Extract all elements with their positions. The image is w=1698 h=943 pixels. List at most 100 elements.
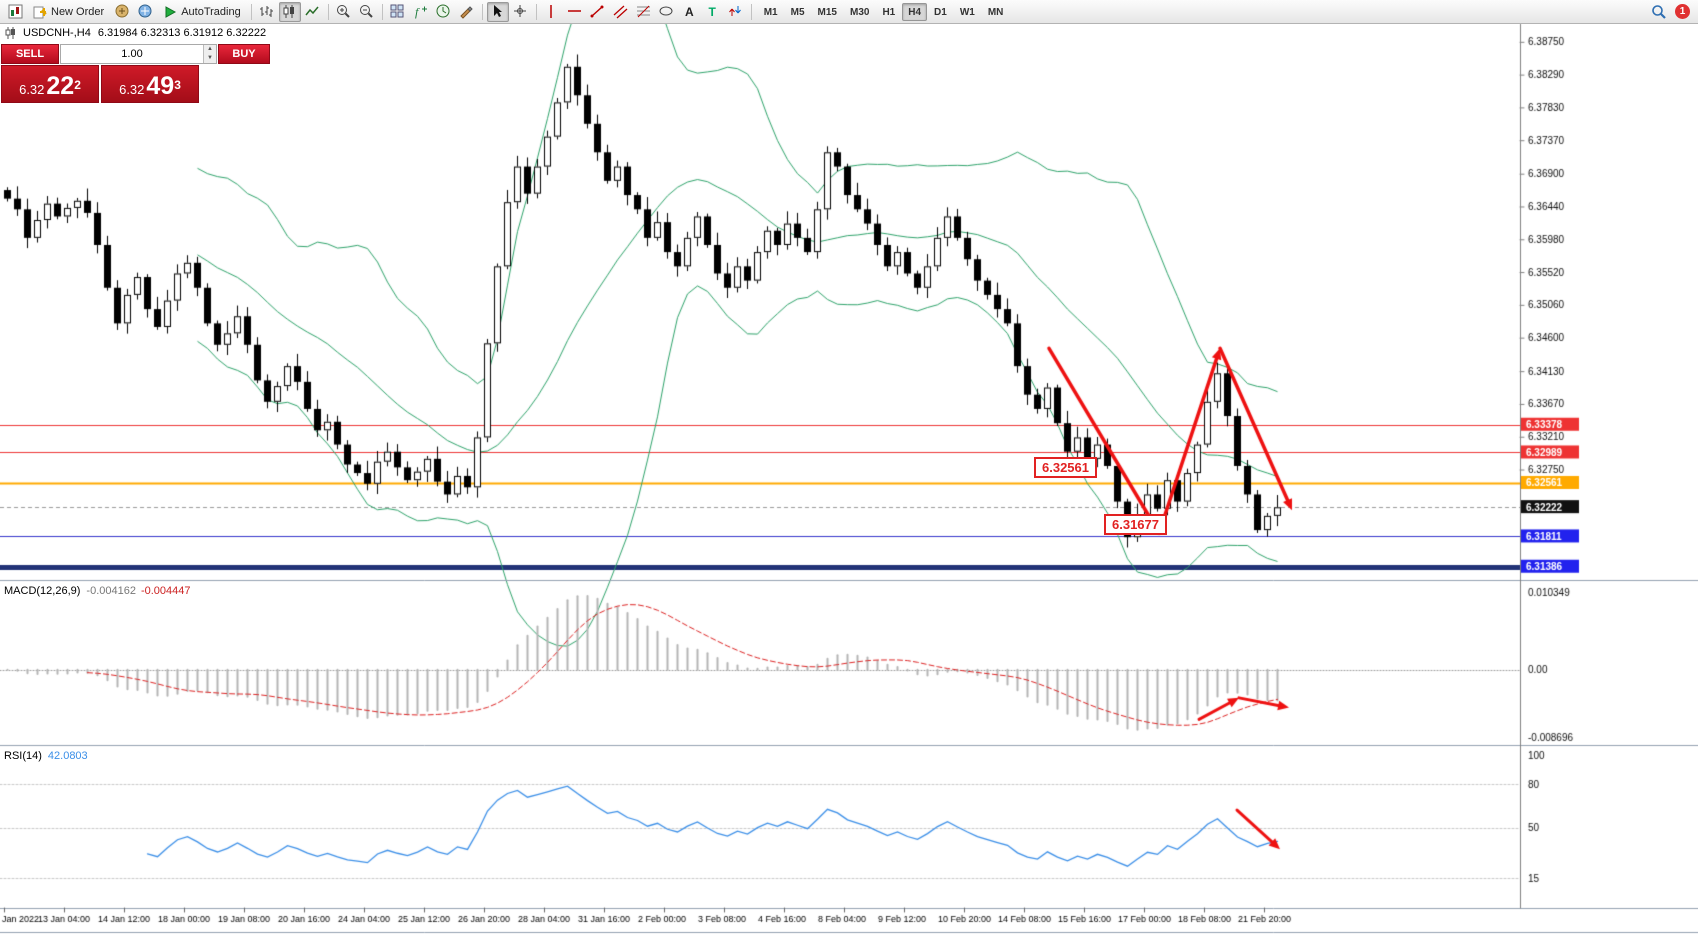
data-window-button[interactable] — [134, 2, 156, 22]
one-click-trading-widget: SELL ▲ ▼ BUY 6.32 22 2 6.32 49 3 — [1, 44, 270, 103]
indicators-icon: f — [415, 5, 428, 19]
timeframe-m30-button[interactable]: M30 — [849, 6, 870, 18]
volume-down-button[interactable]: ▼ — [204, 54, 216, 63]
trendline-button[interactable] — [587, 2, 609, 22]
chart-title: USDCNH-,H4 6.31984 6.32313 6.31912 6.322… — [5, 27, 266, 39]
horizontal-line-button[interactable] — [564, 2, 586, 22]
search-icon — [1652, 4, 1666, 19]
timeframe-h4-button[interactable]: H4 — [902, 2, 928, 21]
candlestick-chart-button[interactable] — [278, 1, 301, 22]
fibonacci-button[interactable] — [633, 2, 655, 22]
market-watch-icon — [115, 4, 129, 18]
svg-text:f: f — [415, 5, 420, 19]
timeframe-h1-button[interactable]: H1 — [882, 6, 896, 18]
fibonacci-icon — [637, 5, 651, 18]
shapes-ellipse-icon — [659, 6, 673, 16]
arrow-objects-button[interactable] — [725, 2, 747, 22]
rsi-name: RSI(14) — [4, 750, 42, 762]
chart-window-icon — [8, 4, 22, 19]
arrow-objects-icon — [729, 6, 742, 16]
price-annotation-flag[interactable]: 6.31677 — [1104, 514, 1167, 536]
templates-button[interactable] — [456, 2, 478, 22]
label-button[interactable]: T — [702, 2, 724, 22]
bar-chart-icon — [260, 6, 274, 17]
market-watch-button[interactable] — [111, 2, 133, 22]
data-window-icon — [138, 4, 152, 18]
line-chart-button[interactable] — [302, 2, 324, 22]
periods-clock-icon — [436, 4, 450, 18]
ask-pips: 49 — [146, 72, 175, 100]
new-order-button[interactable]: New Order — [27, 2, 110, 22]
autotrading-play-icon — [165, 5, 177, 18]
zoom-out-icon — [360, 5, 373, 18]
volume-input[interactable] — [61, 45, 203, 63]
timeframe-m1-button[interactable]: M1 — [763, 6, 778, 18]
symbol-icon — [5, 27, 15, 39]
notification-badge[interactable]: 1 — [1675, 4, 1690, 19]
price-annotation-flag[interactable]: 6.32561 — [1034, 457, 1097, 479]
candlestick-chart-icon — [283, 5, 295, 18]
sell-button[interactable]: SELL — [1, 44, 59, 64]
svg-text:T: T — [709, 5, 717, 19]
ask-price-box[interactable]: 6.32 49 3 — [101, 65, 199, 103]
ohlc-values: 6.31984 6.32313 6.31912 6.32222 — [97, 27, 267, 39]
tile-windows-icon — [390, 4, 404, 18]
volume-spinner: ▲ ▼ — [203, 45, 216, 63]
buy-button[interactable]: BUY — [218, 44, 270, 64]
bid-big-figure: 6.32 — [19, 82, 45, 97]
main-toolbar: New Order AutoTrading f — [0, 0, 1698, 24]
vertical-line-icon — [550, 5, 552, 18]
templates-icon — [460, 6, 473, 19]
bid-price-box[interactable]: 6.32 22 2 — [1, 65, 99, 103]
cursor-icon — [494, 5, 503, 17]
new-order-icon — [33, 6, 47, 18]
ask-pipette: 3 — [174, 78, 181, 92]
macd-indicator-label: MACD(12,26,9) -0.004162 -0.004447 — [4, 585, 191, 597]
crosshair-button[interactable] — [510, 2, 532, 22]
timeframe-m5-button[interactable]: M5 — [790, 6, 805, 18]
toolbar-separator — [750, 3, 752, 20]
bar-chart-button[interactable] — [256, 2, 278, 22]
rsi-value: 42.0803 — [47, 750, 88, 762]
macd-name: MACD(12,26,9) — [4, 585, 81, 597]
autotrading-button[interactable]: AutoTrading — [157, 2, 247, 22]
timeframe-d1-button[interactable]: D1 — [934, 6, 947, 18]
bid-pipette: 2 — [74, 78, 81, 92]
timeframe-mn-button[interactable]: MN — [987, 6, 1004, 18]
trendline-icon — [590, 5, 604, 18]
channel-button[interactable] — [610, 2, 632, 22]
macd-signal-value: -0.004447 — [140, 585, 191, 597]
text-a-icon: A — [685, 5, 694, 19]
toolbar-separator — [481, 3, 483, 20]
timeframe-m15-button[interactable]: M15 — [817, 6, 837, 18]
volume-up-button[interactable]: ▲ — [204, 45, 216, 54]
zoom-in-icon — [337, 5, 350, 18]
ask-big-figure: 6.32 — [119, 82, 145, 97]
toolbar-separator — [327, 3, 329, 20]
toolbar-separator — [250, 3, 252, 20]
toolbar-separator — [381, 3, 383, 20]
autotrading-label: AutoTrading — [181, 5, 241, 18]
text-button[interactable]: A — [679, 2, 701, 22]
shapes-button[interactable] — [656, 2, 678, 22]
search-button[interactable] — [1648, 2, 1670, 22]
rsi-indicator-label: RSI(14) 42.0803 — [4, 750, 88, 762]
new-order-label: New Order — [51, 5, 105, 18]
zoom-out-button[interactable] — [356, 2, 378, 22]
timeframe-w1-button[interactable]: W1 — [959, 6, 975, 18]
indicators-button[interactable]: f — [410, 2, 432, 22]
vertical-line-button[interactable] — [541, 2, 563, 22]
zoom-in-button[interactable] — [333, 2, 355, 22]
symbol-period-label: USDCNH-,H4 — [23, 27, 91, 39]
macd-main-value: -0.004162 — [86, 585, 136, 597]
horizontal-line-icon — [568, 10, 582, 12]
tile-windows-button[interactable] — [387, 2, 409, 22]
toolbar-separator — [535, 3, 537, 20]
chart-window-button[interactable] — [4, 2, 26, 22]
svg-text:A: A — [685, 5, 694, 19]
periods-button[interactable] — [433, 2, 455, 22]
volume-box: ▲ ▼ — [60, 44, 217, 64]
cursor-button[interactable] — [486, 1, 509, 22]
bid-pips: 22 — [46, 72, 75, 100]
